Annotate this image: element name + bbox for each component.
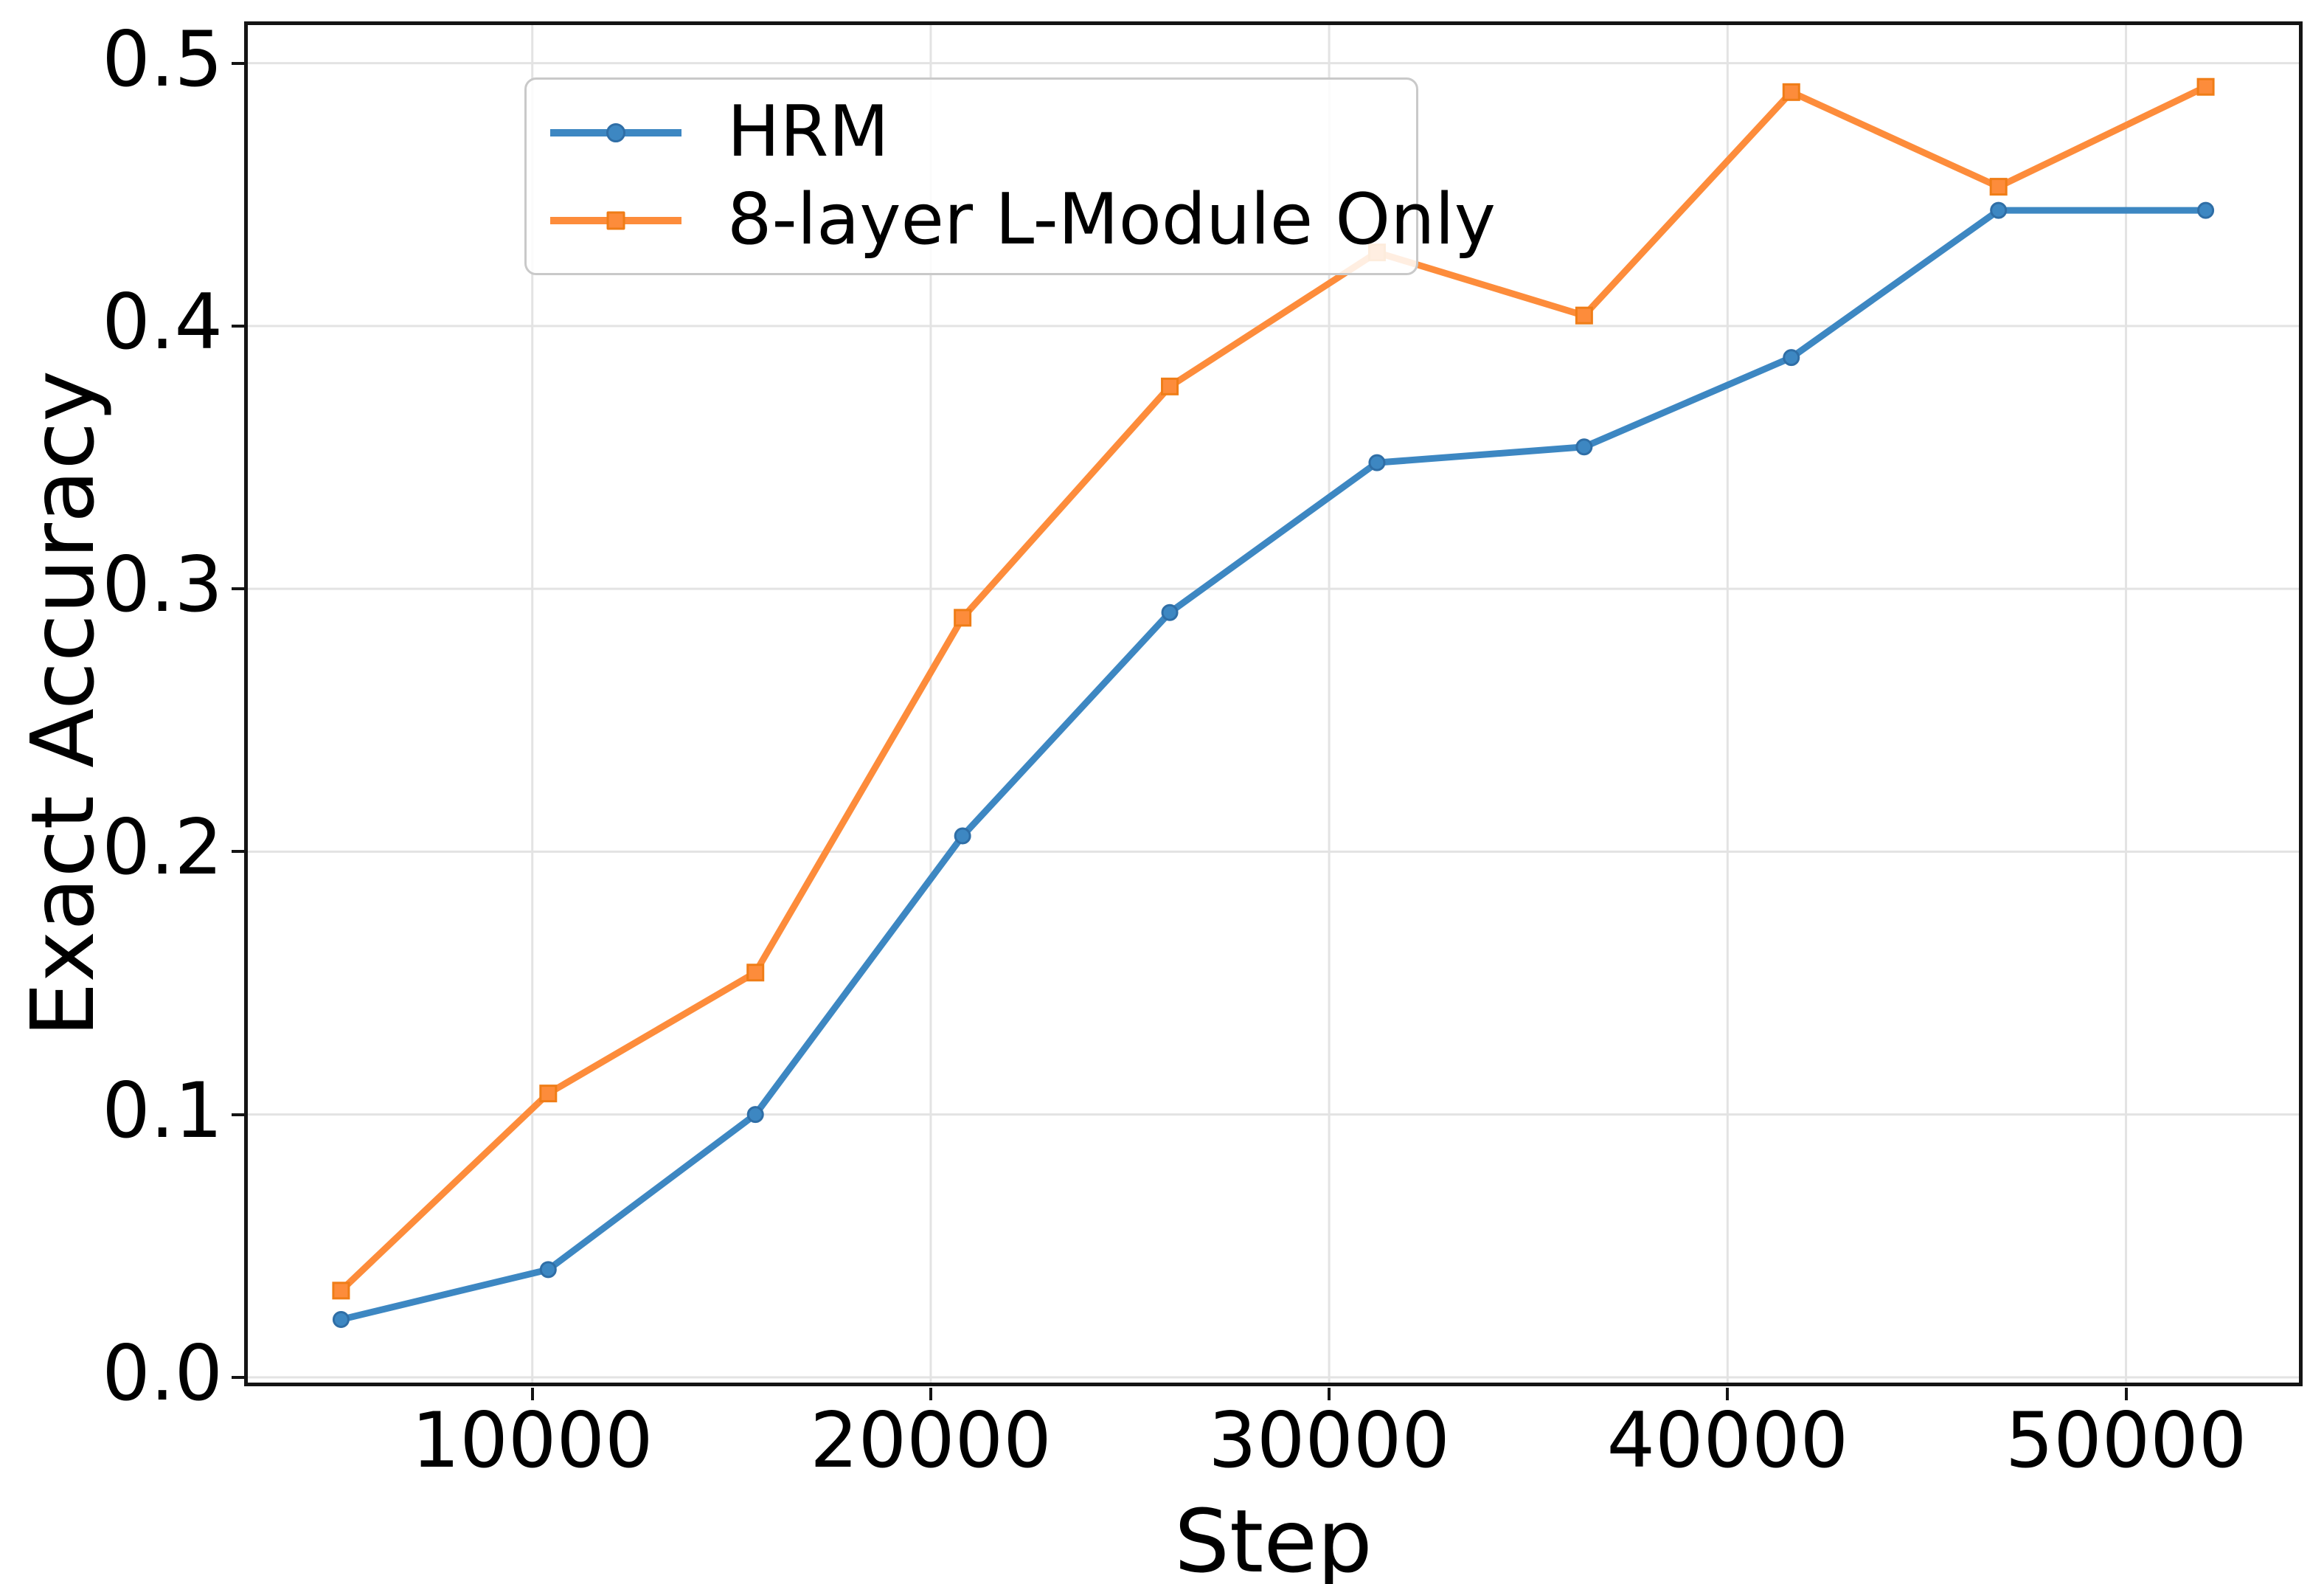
y-tick-mark	[232, 1113, 244, 1116]
y-tick-mark	[232, 587, 244, 591]
y-tick-label: 0.5	[102, 15, 223, 104]
x-tick-mark	[1726, 1388, 1730, 1400]
data-point-square	[1989, 178, 2008, 196]
data-point-circle	[332, 1311, 350, 1329]
data-point-square	[954, 609, 972, 627]
data-point-square	[539, 1085, 558, 1103]
data-point-circle	[746, 1106, 764, 1124]
legend-label: 8-layer L-Module Only	[727, 179, 1496, 260]
y-tick-label: 0.1	[102, 1066, 223, 1155]
data-point-square	[1782, 83, 1800, 101]
y-tick-label: 0.2	[102, 803, 223, 893]
chart-svg	[248, 25, 2299, 1383]
data-point-square	[1575, 306, 1593, 325]
y-tick-label: 0.3	[102, 541, 223, 630]
data-point-square	[1161, 377, 1179, 395]
x-axis-label: Step	[1174, 1490, 1373, 1584]
legend-entry: HRM	[550, 97, 1416, 167]
y-tick-mark	[232, 1375, 244, 1379]
y-axis-label: Exact Accuracy	[12, 370, 114, 1038]
data-point-circle	[539, 1261, 557, 1279]
data-point-square	[332, 1282, 350, 1300]
x-tick-mark	[1328, 1388, 1331, 1400]
y-tick-mark	[232, 61, 244, 65]
series-line-circle	[337, 207, 2210, 1324]
data-point-square	[746, 964, 765, 982]
x-tick-label: 20000	[810, 1397, 1052, 1485]
legend-swatch-square	[550, 210, 681, 232]
legend-entry: 8-layer L-Module Only	[550, 185, 1496, 255]
data-point-circle	[1368, 454, 1386, 471]
series-line-square	[337, 83, 2210, 1294]
x-tick-mark	[2124, 1388, 2128, 1400]
y-tick-mark	[232, 324, 244, 328]
x-tick-label: 50000	[2005, 1397, 2247, 1485]
y-tick-label: 0.4	[102, 277, 223, 367]
plot-area: HRM 8-layer L-Module Only	[244, 21, 2303, 1386]
x-tick-label: 30000	[1208, 1397, 1450, 1485]
data-point-circle	[1575, 438, 1593, 456]
square-marker-icon	[606, 211, 625, 229]
data-point-circle	[2197, 201, 2215, 219]
data-point-circle	[954, 827, 971, 845]
data-point-square	[2196, 77, 2215, 96]
y-tick-mark	[232, 850, 244, 854]
x-tick-mark	[530, 1388, 534, 1400]
x-tick-mark	[929, 1388, 932, 1400]
legend: HRM 8-layer L-Module Only	[524, 77, 1496, 275]
legend-swatch-circle	[550, 122, 681, 144]
data-point-circle	[1161, 603, 1179, 621]
legend-label: HRM	[727, 91, 889, 173]
data-point-circle	[1990, 201, 2008, 219]
circle-marker-icon	[606, 122, 625, 142]
x-tick-label: 10000	[411, 1397, 653, 1485]
y-tick-label: 0.0	[102, 1329, 223, 1418]
data-point-circle	[1783, 349, 1800, 367]
x-tick-label: 40000	[1606, 1397, 1849, 1485]
